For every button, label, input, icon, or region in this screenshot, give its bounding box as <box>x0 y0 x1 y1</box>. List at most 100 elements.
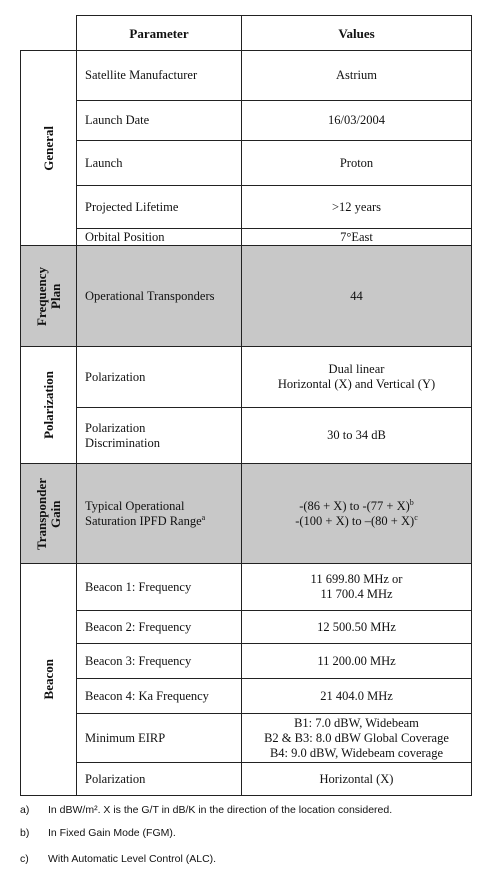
text-line: Launch Date <box>85 113 150 127</box>
text-line: Projected Lifetime <box>85 199 179 214</box>
text-line: Beacon 2: Frequency <box>85 619 192 634</box>
footnote: c) With Automatic Level Control (ALC). <box>20 853 216 865</box>
value-cell: 11 699.80 MHz or 11 700.4 MHz <box>241 563 472 611</box>
text-line: Minimum EIRP <box>85 730 166 745</box>
group-label: Transponder Gain <box>20 463 77 564</box>
text-line: Beacon 1: Frequency <box>85 579 192 594</box>
cell-text: Beacon 1: Frequency <box>85 580 191 595</box>
footnote-ref: b <box>409 497 414 507</box>
footnote-ref: a <box>201 512 206 522</box>
value-cell: Horizontal (X) <box>241 762 472 796</box>
footnote-text: In dBW/m². X is the G/T in dB/K in the d… <box>48 804 393 816</box>
value-cell: >12 years <box>241 185 472 229</box>
parameter-cell: Beacon 1: Frequency <box>76 563 242 611</box>
text-line: -(100 + X) to –(80 + X)c <box>295 512 418 529</box>
cell-text: Polarization <box>85 370 145 385</box>
text-line: Horizontal (X) and Vertical (Y) <box>277 377 436 391</box>
cell-text: 30 to 34 dB <box>327 428 386 443</box>
text-line: Orbital Position <box>85 229 165 244</box>
text-line: Beacon 3: Frequency <box>85 653 192 668</box>
text-line: Proton <box>339 155 374 170</box>
text: -(100 + X) to –(80 + X) <box>295 513 415 528</box>
parameter-cell: Polarization <box>76 762 242 796</box>
text-line: 21 404.0 MHz <box>320 688 393 703</box>
text-line: Frequency <box>33 266 49 326</box>
cell-text: -(86 + X) to -(77 + X)b -(100 + X) to –(8… <box>295 497 418 529</box>
cell-text: Astrium <box>336 68 377 83</box>
parameter-cell: Beacon 2: Frequency <box>76 610 242 644</box>
text-line: General <box>40 125 56 171</box>
parameter-cell: Satellite Manufacturer <box>76 50 242 101</box>
text-line: B1: 7.0 dBW, Widebeam <box>294 715 419 730</box>
text-line: 44 <box>350 288 363 303</box>
text-line: >12 years <box>331 199 382 214</box>
parameter-cell: Beacon 4: Ka Frequency <box>76 678 242 714</box>
group-label: Beacon <box>20 563 77 796</box>
text: Saturation IPFD Range <box>85 513 202 528</box>
footnote-marker: a) <box>20 804 30 816</box>
parameter-cell: Polarization Discrimination <box>76 407 242 464</box>
text-line: 12 500.50 MHz <box>317 619 396 634</box>
group-label: Frequency Plan <box>20 245 77 347</box>
text-line: 11 700.4 MHz <box>320 587 393 601</box>
cell-text: 44 <box>350 289 363 304</box>
value-cell: Proton <box>241 140 472 186</box>
cell-text: >12 years <box>332 200 381 215</box>
header-cell: Values <box>241 15 472 51</box>
value-cell: Astrium <box>241 50 472 101</box>
cell-text: 11 699.80 MHz or 11 700.4 MHz <box>311 572 403 602</box>
cell-text: Launch Date <box>85 113 149 128</box>
footnote-text: In Fixed Gain Mode (FGM). <box>48 827 176 839</box>
text-line: Plan <box>47 283 63 309</box>
cell-text: B1: 7.0 dBW, Widebeam B2 & B3: 8.0 dBW Gl… <box>264 716 449 761</box>
text-line: Polarization <box>85 771 146 786</box>
text-line: Launch <box>85 155 123 170</box>
parameter-cell: Launch <box>76 140 242 186</box>
parameter-cell: Minimum EIRP <box>76 713 242 763</box>
text-line: 16/03/2004 <box>328 113 385 127</box>
text-line: Beacon <box>40 659 56 700</box>
cell-text: Beacon <box>40 659 56 700</box>
text-line: 7°East <box>340 229 373 244</box>
value-cell: Dual linear Horizontal (X) and Vertical (… <box>241 346 472 408</box>
text-line: Polarization <box>85 369 146 384</box>
parameter-cell: Orbital Position <box>76 228 242 246</box>
footnote-marker: b) <box>20 827 30 839</box>
value-cell: B1: 7.0 dBW, Widebeam B2 & B3: 8.0 dBW Gl… <box>241 713 472 763</box>
text-line: 11 200.00 MHz <box>317 653 396 668</box>
value-cell: 44 <box>241 245 472 347</box>
header-cell: Parameter <box>76 15 242 51</box>
text-line: Transponder <box>33 477 49 550</box>
text-line: B4: 9.0 dBW, Widebeam coverage <box>269 745 444 760</box>
cell-text: 16/03/2004 <box>328 113 385 128</box>
footnote: a) In dBW/m². X is the G/T in dB/K in the… <box>20 804 392 816</box>
cell-text: Minimum EIRP <box>85 731 165 746</box>
text-line: Operational Transponders <box>85 288 215 303</box>
text-line: Gain <box>47 499 63 528</box>
cell-text: Beacon 4: Ka Frequency <box>85 689 209 704</box>
cell-text: Operational Transponders <box>85 289 215 304</box>
value-cell: 21 404.0 MHz <box>241 678 472 714</box>
text-line: Typical Operational <box>85 498 185 513</box>
text-line: Saturation IPFD Rangea <box>85 512 206 529</box>
footnote: b) In Fixed Gain Mode (FGM). <box>20 827 176 839</box>
group-label: General <box>20 50 77 246</box>
value-cell: 11 200.00 MHz <box>241 643 472 679</box>
footnote-ref: c <box>414 512 418 522</box>
cell-text: Transponder Gain <box>33 477 63 550</box>
cell-text: 7°East <box>340 230 373 245</box>
cell-text: Projected Lifetime <box>85 200 178 215</box>
value-cell: -(86 + X) to -(77 + X)b -(100 + X) to –(8… <box>241 463 472 564</box>
cell-text: Beacon 3: Frequency <box>85 654 191 669</box>
parameter-cell: Typical Operational Saturation IPFD Range… <box>76 463 242 564</box>
text-line: 11 699.80 MHz or <box>310 572 403 586</box>
text-line: B2 & B3: 8.0 dBW Global Coverage <box>264 730 449 745</box>
cell-text: Dual linear Horizontal (X) and Vertical (… <box>278 362 435 392</box>
value-cell: 7°East <box>241 228 472 246</box>
parameter-cell: Launch Date <box>76 100 242 141</box>
parameter-cell: Operational Transponders <box>76 245 242 347</box>
value-cell: 30 to 34 dB <box>241 407 472 464</box>
value-cell: 16/03/2004 <box>241 100 472 141</box>
cell-text: 12 500.50 MHz <box>317 620 396 635</box>
